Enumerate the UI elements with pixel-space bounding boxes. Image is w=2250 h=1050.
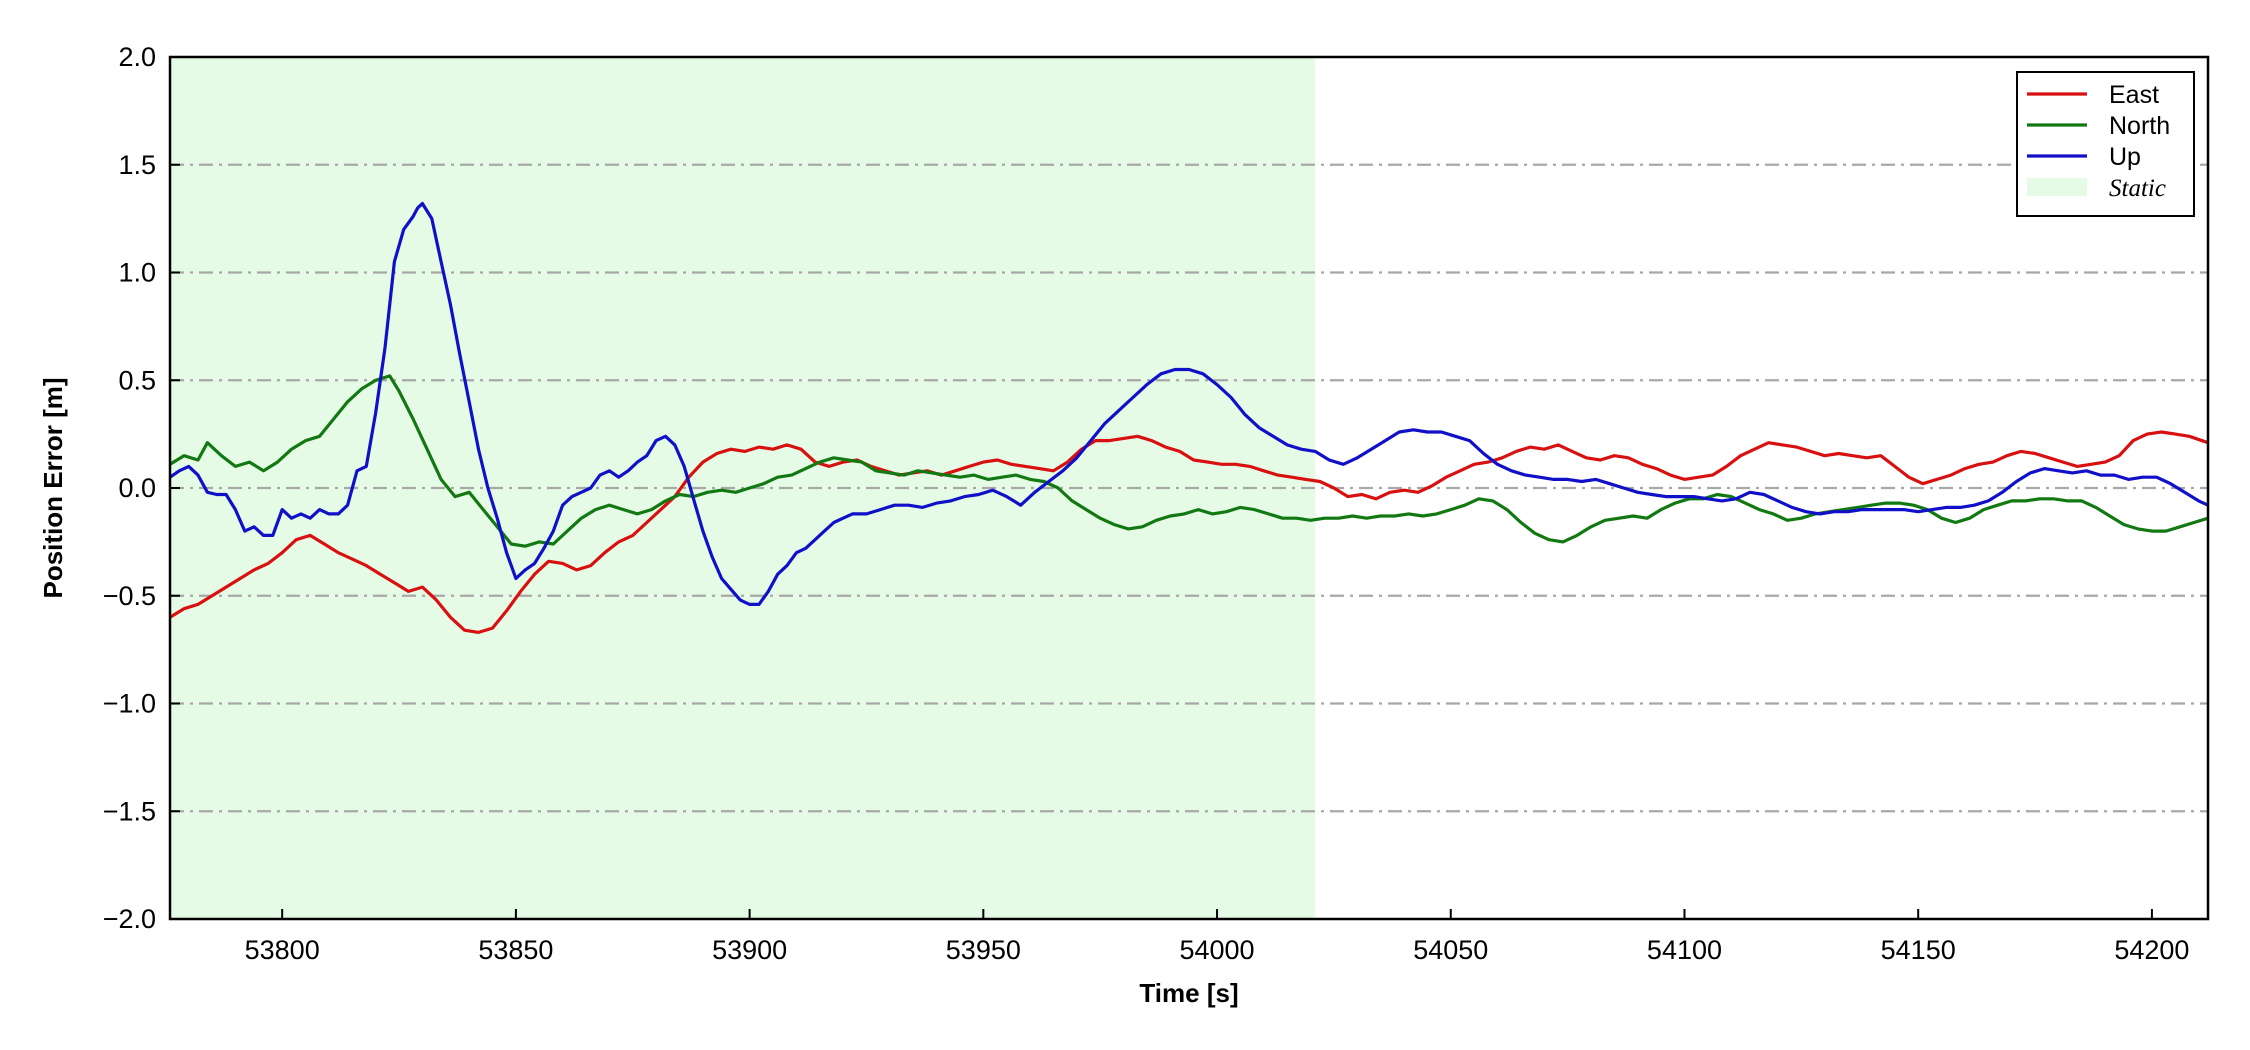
series-layer — [169, 201, 2209, 634]
x-tick-label: 54050 — [1413, 935, 1488, 965]
legend-label-east: East — [2109, 81, 2159, 109]
y-tick-label: −2.0 — [103, 904, 156, 934]
x-tick-label: 54100 — [1647, 935, 1722, 965]
y-tick-label: 1.5 — [118, 150, 156, 180]
x-tick-label: 53950 — [946, 935, 1021, 965]
y-tick-label: −1.0 — [103, 689, 156, 719]
y-tick-label: 1.0 — [118, 258, 156, 288]
x-tick-label: 53850 — [478, 935, 553, 965]
x-tick-label: 54000 — [1179, 935, 1254, 965]
ticks-layer: 53800 53850 53900 53950 54000 54050 54100 54150… — [103, 42, 2190, 965]
x-tick-label: 54150 — [1881, 935, 1956, 965]
legend-label-north: North — [2109, 112, 2170, 140]
legend: East North Up Static — [2016, 71, 2195, 217]
x-axis-title: Time [s] — [1139, 978, 1238, 1008]
x-tick-label: 54200 — [2114, 935, 2189, 965]
series-line-up — [169, 201, 2209, 606]
y-tick-label: −1.5 — [103, 796, 156, 826]
legend-swatch-static — [2027, 178, 2087, 196]
y-axis-title: Position Error [m] — [38, 377, 68, 598]
y-tick-label: 0.0 — [118, 473, 156, 503]
y-tick-label: 2.0 — [118, 42, 156, 72]
y-tick-label: −0.5 — [103, 581, 156, 611]
legend-label-up: Up — [2109, 143, 2141, 171]
grid-layer — [170, 163, 2208, 813]
y-tick-label: 0.5 — [118, 365, 156, 395]
x-tick-label: 53800 — [245, 935, 320, 965]
legend-label-static: Static — [2109, 175, 2166, 202]
series-line-east — [169, 430, 2209, 634]
x-tick-label: 53900 — [712, 935, 787, 965]
legend-items: East North Up Static — [2027, 81, 2170, 202]
